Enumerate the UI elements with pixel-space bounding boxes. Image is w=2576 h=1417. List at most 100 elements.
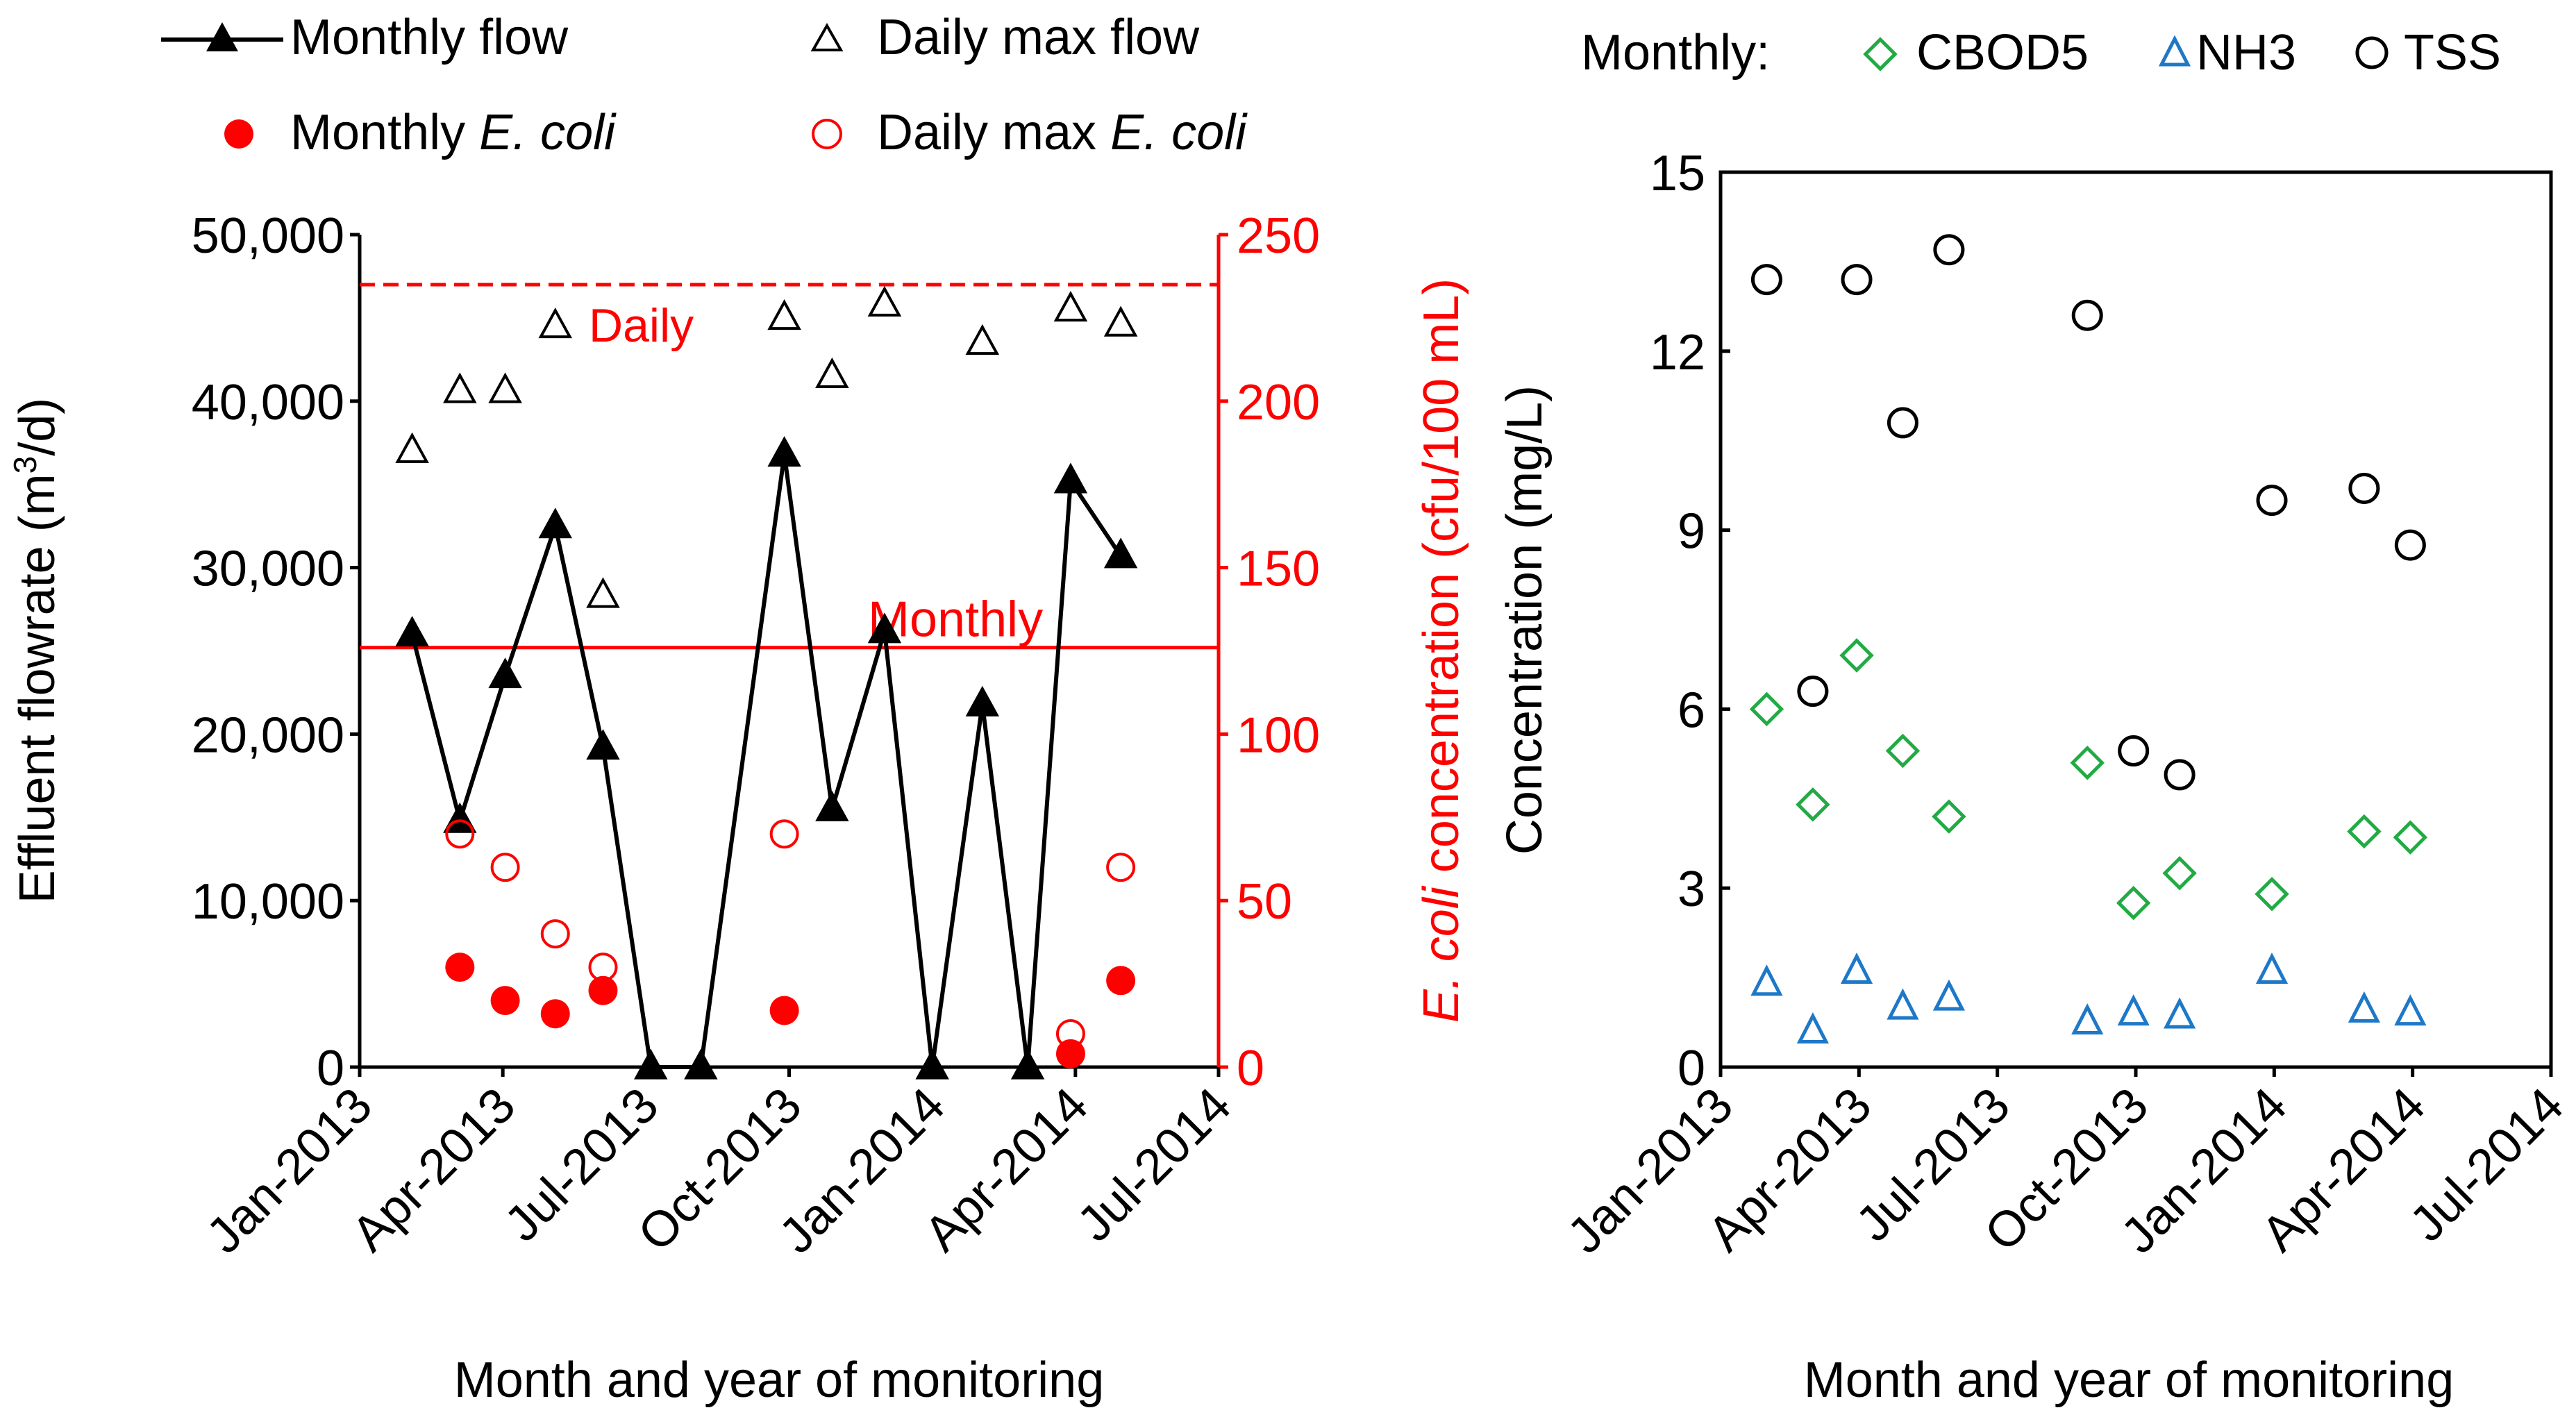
left-series [395, 285, 1138, 1080]
cbod5-point [2162, 855, 2197, 891]
daily-limit-label: Daily [589, 299, 694, 352]
monthly-flow-line [410, 454, 1123, 1069]
daily-max-ecoli-point [1106, 853, 1136, 882]
daily-max-ecoli-point [540, 919, 570, 949]
legend-cbod5-label: CBOD5 [1916, 25, 2089, 81]
nh3-point [1750, 964, 1783, 996]
nh3-point [2117, 994, 2150, 1026]
monthly-flow-point [915, 1048, 949, 1080]
nh3-point [1840, 953, 1873, 984]
nh3-point [2255, 953, 2289, 984]
legend-nh3-marker [2158, 35, 2191, 67]
left-x-axis-title: Month and year of monitoring [454, 1352, 1105, 1408]
right-y-ticks-ecoli: 0 50 100 150 200 250 [1219, 208, 1320, 1096]
tss-point [2256, 485, 2288, 517]
nh3-point [2071, 1003, 2104, 1035]
left-y-ticks: 0 10,000 20,000 30,000 40,000 50,000 [192, 208, 360, 1096]
right-y-tick-label-ecoli: 250 [1237, 208, 1320, 264]
right-chart-x-axis-title: Month and year of monitoring [1804, 1352, 2454, 1408]
monthly-ecoli-point [588, 975, 618, 1005]
legend-monthly-ecoli-marker [224, 119, 253, 149]
cbod5-point [2116, 885, 2151, 921]
legend-monthly-ecoli-italic: E. coli [479, 105, 617, 160]
monthly-flow-point [684, 1048, 718, 1080]
monthly-ecoli-point [769, 996, 799, 1025]
legend-daily-max-flow-label: Daily max flow [877, 10, 1200, 65]
legend-tss-label: TSS [2404, 25, 2501, 81]
legend-daily-max-ecoli-label: Daily max E. coli [877, 105, 1248, 160]
nh3-point [2394, 994, 2427, 1026]
nh3-point [1887, 988, 1919, 1020]
cbod5-point [1932, 799, 1966, 834]
cbod5-point [1885, 733, 1921, 769]
right-chart-x-ticks: Jan-2013Apr-2013Jul-2013Oct-2013Jan-2014… [1557, 1067, 2574, 1264]
right-chart-y-tick-label: 15 [1650, 146, 1705, 201]
tss-point [2071, 299, 2103, 331]
right-y-tick-label-ecoli: 50 [1237, 874, 1292, 930]
left-y-tick-label: 50,000 [192, 208, 344, 264]
monthly-ecoli-point [490, 986, 520, 1016]
daily-max-flow-point [767, 299, 801, 330]
left-y-axis-title-sup: 3 [7, 456, 43, 474]
right-chart-x-tick-label: Jul-2014 [2399, 1078, 2574, 1252]
monthly-ecoli-point [445, 953, 475, 982]
legend-cbod5-marker [1863, 37, 1898, 72]
legend-daily-max-ecoli-marker [812, 119, 842, 149]
daily-max-ecoli-point [490, 853, 520, 882]
monthly-flow-point [634, 1048, 668, 1080]
cbod5-point [2255, 877, 2289, 912]
monthly-flow-point [538, 508, 572, 539]
daily-max-flow-point [538, 307, 573, 339]
cbod5-point [1796, 787, 1830, 822]
tss-point [1797, 676, 1829, 707]
tss-point [2164, 759, 2196, 791]
monthly-flow-point [965, 685, 1000, 716]
left-y-axis-title-main: Effluent flowrate (m [10, 473, 65, 903]
legend-monthly-ecoli-label: Monthly E. coli [290, 105, 617, 160]
right-chart-y-axis-title: Concentration (mg/L) [1497, 385, 1553, 855]
right-chart-y-tick-label: 0 [1678, 1041, 1705, 1096]
cbod5-point [2393, 820, 2428, 855]
monthly-flow-point [767, 436, 801, 467]
nh3-point [2164, 997, 2196, 1029]
right-y-tick-label-ecoli: 200 [1237, 375, 1320, 430]
right-y-tick-label-ecoli: 0 [1237, 1041, 1264, 1096]
monthly-flow-point [867, 612, 902, 644]
monthly-ecoli-point [1106, 966, 1136, 996]
tss-point [2348, 472, 2380, 504]
right-legend: Monthly: CBOD5 NH3 TSS [1581, 25, 2501, 81]
right-chart-y-tick-label: 12 [1650, 325, 1705, 380]
left-y-tick-label: 10,000 [192, 874, 344, 930]
nh3-point [2348, 991, 2380, 1023]
monthly-ecoli-point [1055, 1039, 1085, 1068]
right-chart-y-tick-label: 9 [1678, 504, 1705, 560]
tss-point [1933, 234, 1965, 266]
tss-point [1750, 264, 1782, 296]
right-chart: Monthly: CBOD5 NH3 TSS 0 3 6 9 12 15 Jan-2013… [1497, 25, 2574, 1408]
daily-max-ecoli-point [769, 819, 799, 849]
right-plot-frame [1718, 170, 2553, 1069]
tss-point [2118, 735, 2150, 767]
daily-max-flow-point [443, 372, 477, 403]
left-y-tick-label: 0 [317, 1041, 344, 1096]
left-y-axis-title-end: /d) [10, 398, 65, 456]
nh3-point [1796, 1012, 1829, 1043]
monthly-flow-point [815, 790, 849, 821]
left-x-ticks: Jan-2013Apr-2013Jul-2013Oct-2013Jan-2014… [196, 1067, 1241, 1264]
daily-max-flow-point [965, 324, 1000, 355]
daily-max-ecoli-point [445, 819, 475, 849]
right-chart-y-tick-label: 3 [1678, 862, 1705, 917]
legend-daily-max-ecoli-italic: E. coli [1110, 105, 1248, 160]
legend-nh3-label: NH3 [2196, 25, 2296, 81]
legend-daily-max-flow-marker [810, 22, 844, 51]
legend-tss-marker [2355, 36, 2389, 69]
cbod5-point [2347, 814, 2382, 849]
left-y-tick-label: 40,000 [192, 375, 344, 430]
legend-monthly-ecoli-prefix: Monthly [290, 105, 479, 160]
monthly-flow-point [488, 657, 522, 689]
nh3-point [1932, 979, 1965, 1011]
daily-max-flow-point [395, 432, 429, 463]
monthly-flow-point [1010, 1048, 1045, 1080]
left-y-axis-title: Effluent flowrate (m3/d) [7, 398, 65, 904]
left-legend: Monthly flow Daily max flow Monthly E. c… [161, 10, 1248, 160]
